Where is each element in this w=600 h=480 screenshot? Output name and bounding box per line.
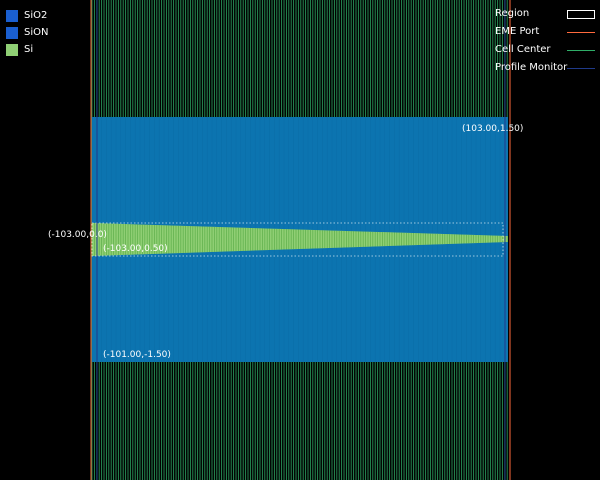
si-taper-core[interactable] xyxy=(92,223,508,256)
coord-mid-sub: (-103.00,0.50) xyxy=(103,244,168,254)
legend-label-region: Region xyxy=(495,8,530,19)
legend-item-profile-monitor: Profile Monitor xyxy=(495,62,597,80)
core-cell-lines xyxy=(91,223,508,256)
profile-monitor-line-icon xyxy=(567,68,595,69)
material-legend: SiO2 SiON Si xyxy=(6,7,48,58)
legend-item-cell-center: Cell Center xyxy=(495,44,597,62)
legend-item-sion: SiON xyxy=(6,24,48,41)
eme-port-line-icon xyxy=(567,32,595,33)
coord-mid-left: (-103.00,0.0) xyxy=(48,230,107,240)
si-swatch-icon xyxy=(6,43,18,56)
legend-item-eme-port: EME Port xyxy=(495,26,597,44)
legend-label-cell-center: Cell Center xyxy=(495,44,551,55)
sion-swatch-icon xyxy=(6,26,18,39)
legend-item-sio2: SiO2 xyxy=(6,7,48,24)
legend-label-eme-port: EME Port xyxy=(495,26,540,37)
legend-label-sion: SiON xyxy=(24,27,49,38)
legend-label-sio2: SiO2 xyxy=(24,10,48,21)
core-region-box[interactable] xyxy=(91,222,504,257)
coord-bottom-left: (-101.00,-1.50) xyxy=(103,350,171,360)
legend-label-profile-monitor: Profile Monitor xyxy=(495,62,568,73)
legend-label-si: Si xyxy=(24,44,34,55)
coord-top-right: (103.00,1.50) xyxy=(462,124,524,134)
cell-center-line-icon xyxy=(567,50,595,51)
legend-item-si: Si xyxy=(6,41,48,58)
object-legend: Region EME Port Cell Center Profile Moni… xyxy=(495,8,597,80)
sio2-swatch-icon xyxy=(6,9,18,22)
legend-item-region: Region xyxy=(495,8,597,26)
region-box-icon xyxy=(567,10,595,19)
